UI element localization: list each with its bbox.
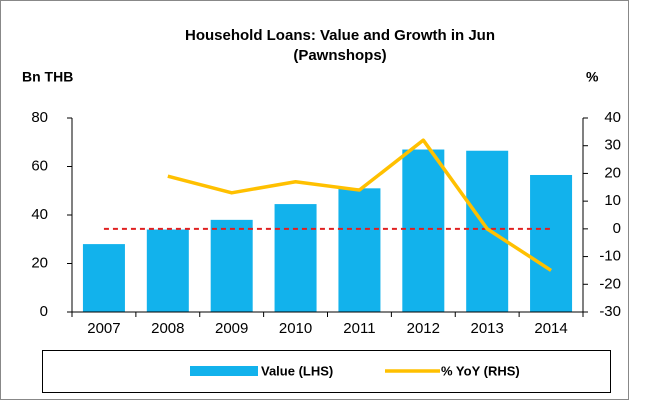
bar [146, 229, 189, 312]
bar [530, 174, 573, 312]
x-tick-label: 2013 [471, 320, 504, 337]
y-tick-label: 40 [31, 206, 48, 223]
x-tick-label: 2014 [534, 320, 567, 337]
x-tick-label: 2008 [151, 320, 184, 337]
y-tick-label: 80 [31, 109, 48, 126]
x-tick-label: 2009 [215, 320, 248, 337]
chart-title: (Pawnshops) [293, 47, 386, 64]
legend-label: Value (LHS) [261, 363, 333, 378]
y-tick-label: 20 [31, 254, 48, 271]
y2-tick-label: 20 [604, 164, 621, 181]
legend-box [42, 350, 611, 393]
legend-swatch [190, 366, 258, 376]
x-tick-label: 2007 [87, 320, 120, 337]
bar [274, 204, 317, 312]
y2-tick-label: 10 [604, 192, 621, 209]
bar [466, 150, 509, 312]
y-tick-label: 0 [40, 303, 48, 320]
x-tick-label: 2011 [343, 320, 375, 337]
y2-tick-label: 40 [604, 109, 621, 126]
bar [82, 244, 125, 312]
bar [210, 219, 253, 312]
chart-border [0, 0, 629, 400]
y2-tick-label: 30 [604, 137, 621, 154]
bar [338, 188, 381, 312]
y2-axis-label: % [586, 69, 599, 85]
y2-tick-label: 0 [613, 220, 621, 237]
x-tick-label: 2012 [407, 320, 440, 337]
legend-label: % YoY (RHS) [441, 363, 520, 378]
bar [402, 149, 445, 312]
line-series [167, 138, 553, 272]
x-tick-label: 2010 [279, 320, 312, 337]
chart-title: Household Loans: Value and Growth in Jun [185, 27, 495, 44]
y-axis-label: Bn THB [22, 69, 73, 85]
y2-tick-label: -20 [599, 275, 621, 292]
y2-tick-label: -30 [599, 303, 621, 320]
y-tick-label: 60 [31, 157, 48, 174]
y2-tick-label: -10 [599, 248, 621, 265]
